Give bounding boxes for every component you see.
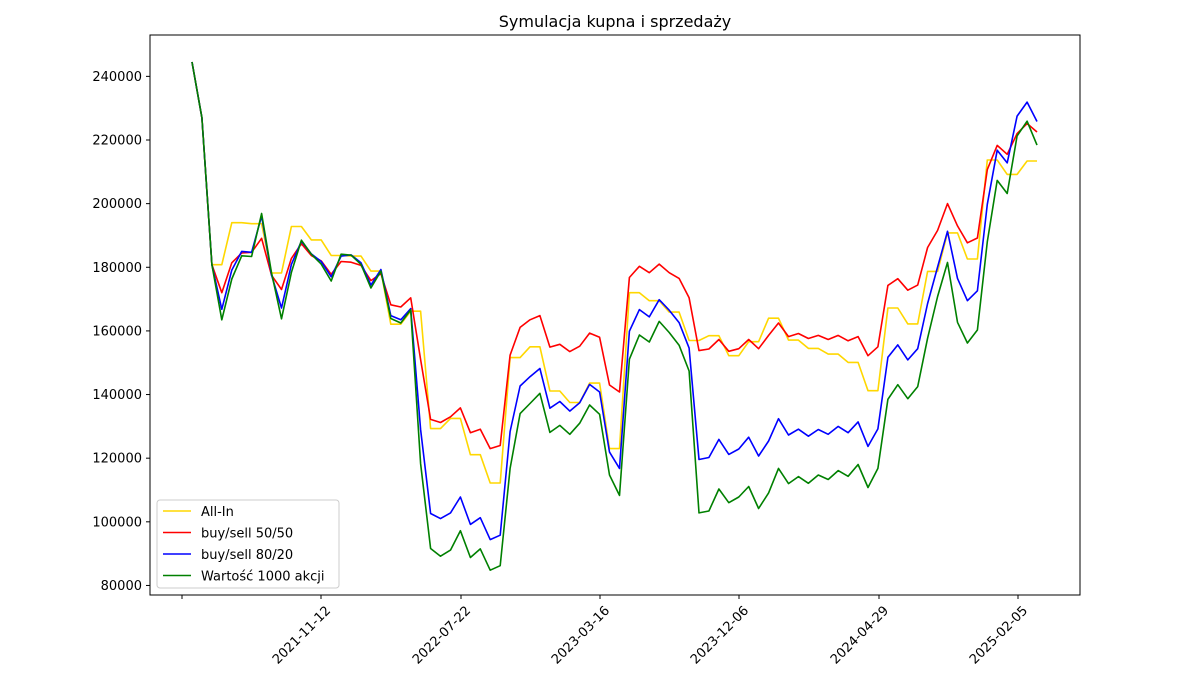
legend-label-3: Wartość 1000 akcji bbox=[201, 570, 325, 585]
legend-label-2: buy/sell 80/20 bbox=[201, 548, 293, 563]
legend: All-In buy/sell 50/50 buy/sell 80/20 Wartoś… bbox=[156, 499, 340, 589]
series-line-3 bbox=[191, 61, 1038, 572]
y-tick-label: 180000 bbox=[92, 261, 142, 276]
y-tick-label: 200000 bbox=[92, 197, 142, 212]
series-line-2 bbox=[191, 61, 1038, 541]
chart-title: Symulacja kupna i sprzedaży bbox=[499, 12, 732, 31]
y-axis: 80000 100000 120000 140000 160000 180000 20000… bbox=[92, 70, 150, 594]
series-layer bbox=[191, 61, 1038, 572]
y-tick-label: 100000 bbox=[92, 515, 142, 530]
y-tick-label: 140000 bbox=[92, 388, 142, 403]
plot-area-frame bbox=[149, 34, 1081, 596]
legend-label-1: buy/sell 50/50 bbox=[201, 527, 293, 542]
y-tick-label: 120000 bbox=[92, 452, 142, 467]
y-tick-label: 160000 bbox=[92, 324, 142, 339]
y-tick-label: 240000 bbox=[92, 70, 142, 85]
series-line-0 bbox=[191, 61, 1037, 484]
legend-label-0: All-In bbox=[201, 505, 234, 520]
y-tick-label: 80000 bbox=[101, 579, 142, 594]
legend-box bbox=[156, 499, 340, 589]
y-tick-label: 220000 bbox=[92, 134, 142, 149]
